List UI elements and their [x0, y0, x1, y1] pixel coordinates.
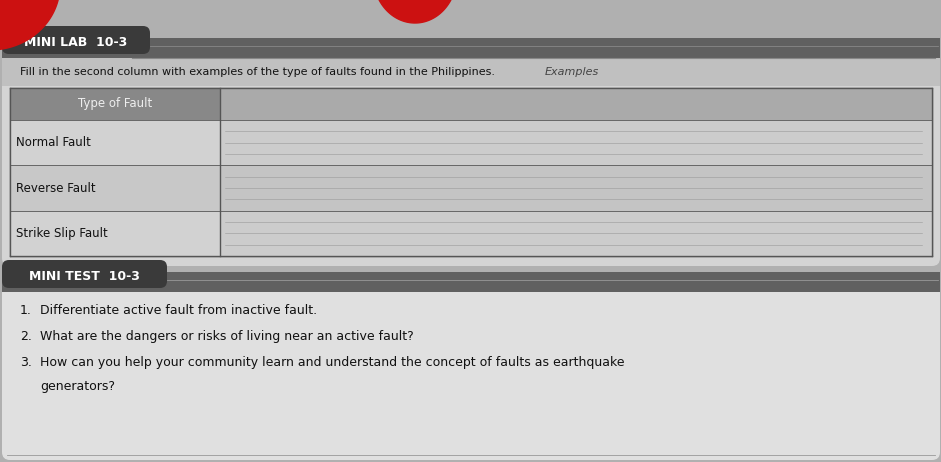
Bar [220, 211, 932, 256]
Text: Fill in the second column with examples of the type of faults found in the Phili: Fill in the second column with examples … [20, 67, 495, 77]
Text: 3.: 3. [20, 356, 32, 369]
Text: Examples: Examples [545, 67, 599, 77]
Polygon shape [0, 0, 60, 50]
Text: MINI LAB  10-3: MINI LAB 10-3 [24, 36, 128, 49]
Bar [10, 120, 220, 165]
FancyBboxPatch shape [2, 26, 150, 54]
Bar [220, 165, 932, 211]
Bar [2, 58, 940, 86]
Text: Strike Slip Fault: Strike Slip Fault [16, 227, 108, 240]
Bar [2, 272, 940, 292]
Bar [10, 88, 220, 120]
FancyBboxPatch shape [2, 272, 940, 460]
Text: Differentiate active fault from inactive fault.: Differentiate active fault from inactive… [40, 304, 317, 317]
Text: MINI TEST  10-3: MINI TEST 10-3 [28, 269, 139, 282]
Text: What are the dangers or risks of living near an active fault?: What are the dangers or risks of living … [40, 330, 414, 343]
Bar [10, 211, 220, 256]
Text: 2.: 2. [20, 330, 32, 343]
Polygon shape [373, 0, 457, 23]
Text: Type of Fault: Type of Fault [78, 97, 152, 110]
Text: How can you help your community learn and understand the concept of faults as ea: How can you help your community learn an… [40, 356, 625, 369]
FancyBboxPatch shape [2, 260, 167, 288]
Bar [10, 88, 932, 256]
Bar [220, 120, 932, 165]
Text: Reverse Fault: Reverse Fault [16, 182, 96, 195]
Text: 1.: 1. [20, 304, 32, 317]
Bar [2, 38, 940, 58]
Text: generators?: generators? [40, 380, 115, 393]
Bar [220, 88, 932, 120]
Bar [10, 165, 220, 211]
FancyBboxPatch shape [2, 38, 940, 266]
Text: Normal Fault: Normal Fault [16, 136, 91, 149]
